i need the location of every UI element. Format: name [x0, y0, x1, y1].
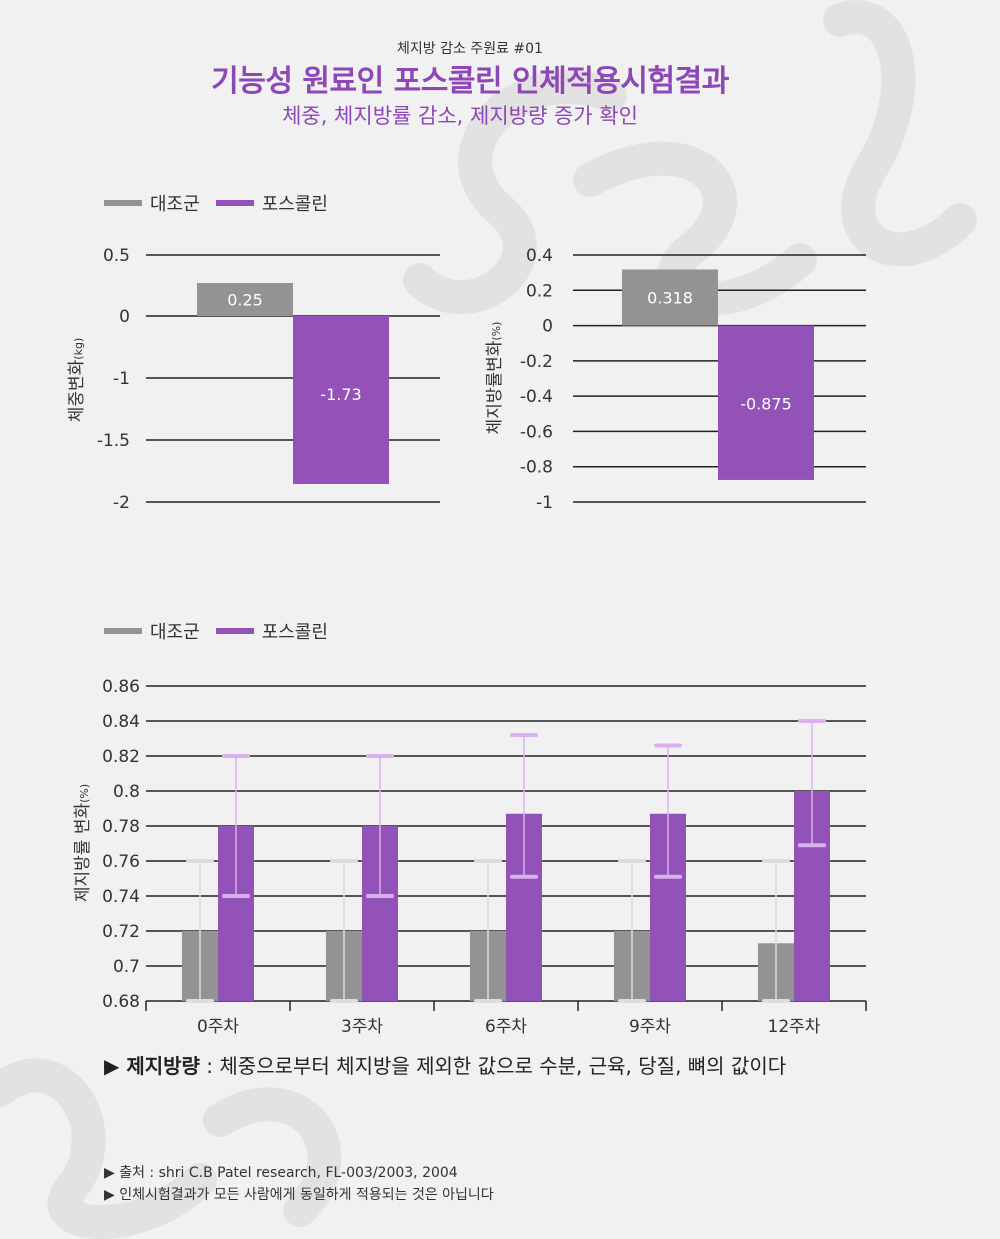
legend-swatch-treatment [215, 628, 254, 634]
bar-control [197, 283, 293, 316]
note-term: ▶ 제지방량 [104, 1054, 200, 1078]
y-tick-label: 0.74 [102, 887, 140, 907]
header-kicker: 체지방 감소 주원료 #01 [397, 41, 543, 57]
y-tick-label: 0.2 [526, 281, 553, 301]
footer-disclaimer: ▶ 인체시험결과가 모든 사람에게 동일하게 적용되는 것은 아닙니다 [104, 1187, 494, 1203]
footer-source: ▶ 출처 : shri C.B Patel research, FL-003/2… [104, 1165, 458, 1181]
x-tick-label: 9주차 [629, 1017, 671, 1037]
y-tick-label: 0.84 [102, 712, 140, 732]
bar-control [622, 269, 718, 326]
bar-treatment [293, 316, 389, 484]
y-tick-label: -0.4 [520, 387, 553, 407]
x-tick-label: 6주차 [485, 1017, 527, 1037]
bar-value-label: 0.25 [227, 291, 263, 310]
y-tick-label: 0.72 [102, 922, 140, 942]
y-axis-title: 체지방률변화(%) [485, 322, 505, 435]
y-tick-label: 0.82 [102, 747, 140, 767]
page-subtitle: 체중, 체지방률 감소, 제지방량 증가 확인 [282, 104, 638, 128]
lean-mass-note: ▶ 제지방량 : 체중으로부터 체지방을 제외한 값으로 수분, 근육, 당질,… [104, 1050, 786, 1079]
y-tick-label: -1 [536, 493, 553, 513]
y-tick-label: 0 [119, 307, 130, 327]
x-tick-label: 12주차 [768, 1017, 821, 1037]
y-tick-label: -0.2 [520, 352, 553, 372]
y-tick-label: 0.76 [102, 852, 140, 872]
bar-value-label: 0.318 [647, 289, 693, 308]
y-axis-title: 체중변화(kg) [67, 338, 87, 423]
legend-label-control: 대조군 [150, 194, 200, 215]
y-tick-label: -1 [113, 369, 130, 389]
y-axis-title: 제지방률 변화(%) [73, 784, 93, 902]
note-text: : 체중으로부터 체지방을 제외한 값으로 수분, 근육, 당질, 뼈의 값이다 [199, 1054, 787, 1078]
y-tick-label: 0 [542, 317, 553, 337]
bar-value-label: -1.73 [320, 385, 361, 404]
y-tick-label: 0.78 [102, 817, 140, 837]
y-tick-label: -0.6 [520, 422, 553, 442]
legend-swatch-control [104, 200, 142, 206]
page-title: 기능성 원료인 포스콜린 인체적용시험결과 [211, 64, 729, 99]
y-tick-label: -0.8 [520, 458, 553, 478]
x-tick-label: 3주차 [341, 1017, 383, 1037]
y-tick-label: -2 [113, 493, 130, 513]
legend-label-control: 대조군 [150, 622, 200, 643]
y-tick-label: -1.5 [97, 431, 130, 451]
x-tick-label: 0주차 [197, 1017, 239, 1037]
legend-top: 대조군 포스콜린 [104, 190, 344, 216]
y-tick-label: 0.86 [102, 677, 140, 697]
legend-bottom: 대조군 포스콜린 [104, 618, 344, 644]
legend-label-treatment: 포스콜린 [261, 622, 328, 643]
y-tick-label: 0.68 [102, 992, 140, 1012]
legend-label-treatment: 포스콜린 [261, 194, 328, 215]
bar-value-label: -0.875 [740, 395, 792, 414]
bar-treatment [718, 325, 814, 480]
legend-swatch-treatment [215, 200, 254, 206]
y-tick-label: 0.7 [113, 957, 140, 977]
legend-swatch-control [104, 628, 142, 634]
y-tick-label: 0.5 [103, 246, 130, 266]
y-tick-label: 0.4 [526, 246, 553, 266]
y-tick-label: 0.8 [113, 782, 140, 802]
